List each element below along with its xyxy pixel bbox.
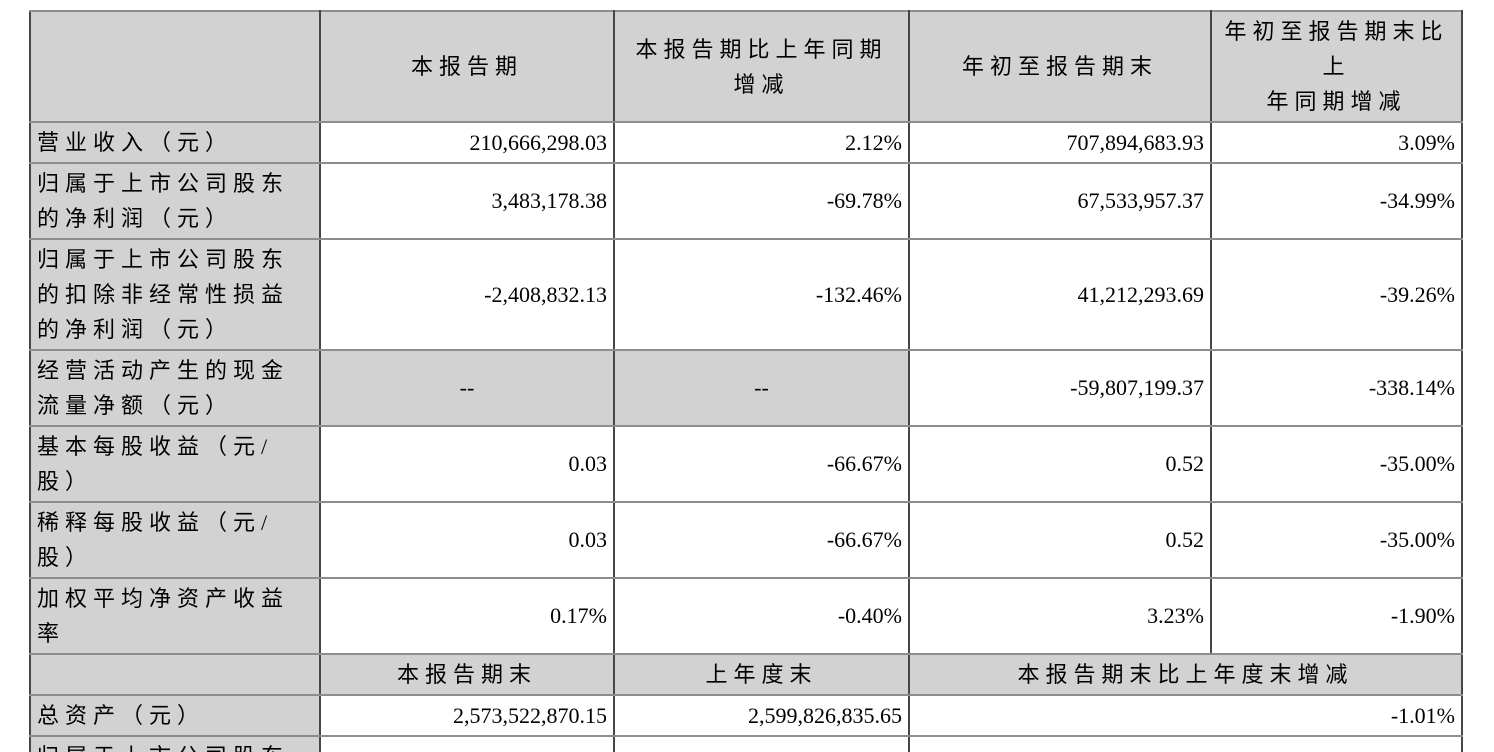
value-current-period: 0.03 <box>319 425 615 503</box>
value-current-period-yoy: -66.67% <box>613 425 910 503</box>
value-current-period: 0.03 <box>319 501 615 579</box>
table-header-row-top: 本报告期 本报告期比上年同期 增减 年初至报告期末 年初至报告期末比上 年同期增… <box>29 10 1463 123</box>
value-current-period-yoy: -66.67% <box>613 501 910 579</box>
value-current-period: -2,408,832.13 <box>319 238 615 351</box>
value-ytd: 67,533,957.37 <box>908 162 1212 240</box>
value-ytd: 41,212,293.69 <box>908 238 1212 351</box>
row-label: 营业收入（元） <box>29 121 321 164</box>
header-ytd-yoy: 年初至报告期末比上 年同期增减 <box>1210 10 1463 123</box>
row-label: 稀释每股收益（元/ 股） <box>29 501 321 579</box>
header-end-of-prior-year: 上年度末 <box>613 653 910 696</box>
header-ytd: 年初至报告期末 <box>908 10 1212 123</box>
table-row-net-profit: 归属于上市公司股东 的净利润（元） 3,483,178.38 -69.78% 6… <box>29 162 1463 240</box>
value-change: -1.01% <box>908 694 1463 737</box>
table-row-operating-cash-flow: 经营活动产生的现金 流量净额（元） -- -- -59,807,199.37 -… <box>29 349 1463 427</box>
value-ytd-yoy: -39.26% <box>1210 238 1463 351</box>
table-row-revenue: 营业收入（元） 210,666,298.03 2.12% 707,894,683… <box>29 121 1463 164</box>
value-current-period-yoy: -69.78% <box>613 162 910 240</box>
row-label: 总资产（元） <box>29 694 321 737</box>
table-row-net-profit-excl-nonrecurring: 归属于上市公司股东 的扣除非经常性损益 的净利润（元） -2,408,832.1… <box>29 238 1463 351</box>
table-row-diluted-eps: 稀释每股收益（元/ 股） 0.03 -66.67% 0.52 -35.00% <box>29 501 1463 579</box>
header-change-vs-prior-year-end: 本报告期末比上年度末增减 <box>908 653 1463 696</box>
value-current-period-yoy: -0.40% <box>613 577 910 655</box>
value-ytd-yoy: -338.14% <box>1210 349 1463 427</box>
value-current-period-yoy: -- <box>613 349 910 427</box>
value-ytd: 707,894,683.93 <box>908 121 1212 164</box>
value-current-period: 210,666,298.03 <box>319 121 615 164</box>
header-current-period-yoy: 本报告期比上年同期 增减 <box>613 10 910 123</box>
key-financials-table: 本报告期 本报告期比上年同期 增减 年初至报告期末 年初至报告期末比上 年同期增… <box>29 10 1463 752</box>
value-end-of-period: 2,573,522,870.15 <box>319 694 615 737</box>
value-end-of-prior-year: 2,599,826,835.65 <box>613 694 910 737</box>
table-row-total-assets: 总资产（元） 2,573,522,870.15 2,599,826,835.65… <box>29 694 1463 737</box>
value-current-period-yoy: -132.46% <box>613 238 910 351</box>
value-ytd-yoy: -1.90% <box>1210 577 1463 655</box>
value-current-period: 0.17% <box>319 577 615 655</box>
value-current-period: 3,483,178.38 <box>319 162 615 240</box>
row-label: 归属于上市公司股东 的扣除非经常性损益 的净利润（元） <box>29 238 321 351</box>
row-label: 归属于上市公司股东 的所有者权益（元） <box>29 735 321 752</box>
value-current-period-yoy: 2.12% <box>613 121 910 164</box>
table-header-row-bottom: 本报告期末 上年度末 本报告期末比上年度末增减 <box>29 653 1463 696</box>
value-ytd: 0.52 <box>908 425 1212 503</box>
value-ytd-yoy: -35.00% <box>1210 501 1463 579</box>
row-label: 归属于上市公司股东 的净利润（元） <box>29 162 321 240</box>
value-ytd-yoy: -34.99% <box>1210 162 1463 240</box>
table-row-basic-eps: 基本每股收益（元/ 股） 0.03 -66.67% 0.52 -35.00% <box>29 425 1463 503</box>
value-end-of-prior-year: 2,094,185,032.02 <box>613 735 910 752</box>
header-end-of-period: 本报告期末 <box>319 653 615 696</box>
row-label: 经营活动产生的现金 流量净额（元） <box>29 349 321 427</box>
value-ytd: -59,807,199.37 <box>908 349 1212 427</box>
header-corner-cell <box>29 653 321 696</box>
table-row-weighted-avg-roe: 加权平均净资产收益 率 0.17% -0.40% 3.23% -1.90% <box>29 577 1463 655</box>
value-change: -0.49% <box>908 735 1463 752</box>
row-label: 加权平均净资产收益 率 <box>29 577 321 655</box>
row-label: 基本每股收益（元/ 股） <box>29 425 321 503</box>
value-end-of-period: 2,083,958,989.39 <box>319 735 615 752</box>
header-current-period: 本报告期 <box>319 10 615 123</box>
value-current-period: -- <box>319 349 615 427</box>
value-ytd-yoy: -35.00% <box>1210 425 1463 503</box>
table-row-owners-equity: 归属于上市公司股东 的所有者权益（元） 2,083,958,989.39 2,0… <box>29 735 1463 752</box>
value-ytd-yoy: 3.09% <box>1210 121 1463 164</box>
header-corner-cell <box>29 10 321 123</box>
value-ytd: 3.23% <box>908 577 1212 655</box>
value-ytd: 0.52 <box>908 501 1212 579</box>
